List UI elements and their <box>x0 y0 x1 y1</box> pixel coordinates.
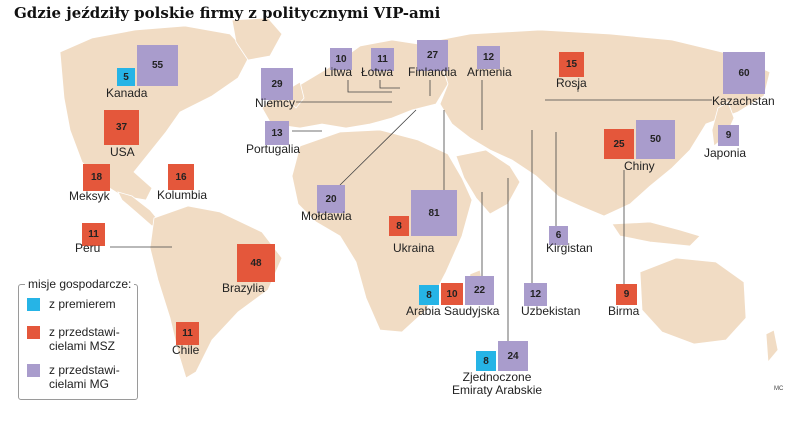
country-label-meksyk: Meksyk <box>69 189 110 203</box>
country-label-kazachstan: Kazachstan <box>712 94 775 108</box>
value-box-peru-msz: 11 <box>82 223 105 246</box>
land-africa <box>291 129 473 333</box>
value-box-arabia-saudyjska-msz: 10 <box>441 283 463 305</box>
leader-line-mołdawia <box>339 109 417 186</box>
country-label-kolumbia: Kolumbia <box>157 188 208 202</box>
legend-swatch-premier <box>27 298 40 311</box>
value-box-łotwa-mg: 11 <box>371 48 394 71</box>
value-box-ukraina-msz: 8 <box>389 216 409 236</box>
country-label-rosja: Rosja <box>556 76 587 90</box>
value-box-chile-msz: 11 <box>176 322 199 345</box>
land-masses <box>59 17 779 379</box>
value-box-birma-msz: 9 <box>616 284 637 305</box>
country-label-usa: USA <box>110 145 135 159</box>
legend-title: misje gospodarcze: <box>25 277 135 291</box>
value-box-kazachstan-mg: 60 <box>723 52 765 94</box>
country-label-armenia: Armenia <box>467 65 512 79</box>
country-label-brazylia: Brazylia <box>222 281 265 295</box>
legend-label-msz: z przedstawi- cielami MSZ <box>49 325 120 353</box>
leader-lines <box>110 80 712 341</box>
legend: misje gospodarcze: z premierem z przedsta… <box>18 277 138 400</box>
land-australia <box>639 257 747 345</box>
value-box-niemcy-mg: 29 <box>261 68 293 100</box>
value-box-arabia-saudyjska-premier: 8 <box>419 285 439 305</box>
land-indonesia <box>611 221 701 247</box>
value-box-kirgistan-mg: 6 <box>549 226 568 245</box>
country-label-arabia-saudyjska: Arabia Saudyjska <box>406 304 500 318</box>
value-box-ukraina-mg: 81 <box>411 190 457 236</box>
country-label-łotwa: Łotwa <box>361 65 394 79</box>
value-box-kanada-mg: 55 <box>137 45 178 86</box>
value-box-japonia-mg: 9 <box>718 125 739 146</box>
country-label-japonia: Japonia <box>704 146 747 160</box>
value-box-finlandia-mg: 27 <box>417 40 448 71</box>
map-title: Gdzie jeździły polskie firmy z polityczn… <box>14 4 441 22</box>
land-new-zealand <box>765 329 779 364</box>
value-box-arabia-saudyjska-mg: 22 <box>465 276 494 305</box>
country-label-peru: Peru <box>75 241 101 255</box>
value-box-zjednoczone-emiraty-arabskie-premier: 8 <box>476 351 496 371</box>
land-asia <box>417 29 771 217</box>
country-label-kanada: Kanada <box>106 86 148 100</box>
value-box-portugalia-mg: 13 <box>265 121 289 145</box>
value-box-usa-msz: 37 <box>104 110 139 145</box>
value-box-zjednoczone-emiraty-arabskie-mg: 24 <box>498 341 528 371</box>
country-label-chile: Chile <box>172 343 200 357</box>
legend-label-premier: z premierem <box>49 297 116 311</box>
value-box-uzbekistan-mg: 12 <box>524 283 547 306</box>
credit: MC <box>774 386 784 392</box>
value-box-chiny-mg: 50 <box>636 120 675 159</box>
value-box-brazylia-msz: 48 <box>237 244 275 282</box>
leader-line-litwa <box>347 80 392 93</box>
land-europe <box>261 39 449 129</box>
value-box-armenia-mg: 12 <box>477 46 500 69</box>
country-label-chiny: Chiny <box>624 159 655 173</box>
value-box-rosja-msz: 15 <box>559 52 584 77</box>
country-label-litwa: Litwa <box>324 65 353 79</box>
country-label-kirgistan: Kirgistan <box>546 241 593 255</box>
legend-label-mg: z przedstawi- cielami MG <box>49 363 120 391</box>
country-label-niemcy: Niemcy <box>255 96 296 110</box>
value-box-meksyk-msz: 18 <box>83 164 110 191</box>
value-box-kanada-premier: 5 <box>117 68 135 86</box>
legend-swatch-msz <box>27 326 40 339</box>
country-label-zjednoczone-emiraty-arabskie: Zjednoczone Emiraty Arabskie <box>452 370 543 397</box>
leader-line-łotwa <box>379 80 400 89</box>
land-greenland <box>231 17 283 61</box>
value-box-chiny-msz: 25 <box>604 129 634 159</box>
country-label-finlandia: Finlandia <box>408 65 457 79</box>
country-label-birma: Birma <box>608 304 640 318</box>
country-label-mołdawia: Mołdawia <box>301 209 352 223</box>
legend-swatch-mg <box>27 364 40 377</box>
value-box-kolumbia-msz: 16 <box>168 164 194 190</box>
value-box-litwa-mg: 10 <box>330 48 352 70</box>
country-label-uzbekistan: Uzbekistan <box>521 304 581 318</box>
country-label-portugalia: Portugalia <box>246 142 301 156</box>
value-box-mołdawia-mg: 20 <box>317 185 345 213</box>
country-label-ukraina: Ukraina <box>393 241 435 255</box>
